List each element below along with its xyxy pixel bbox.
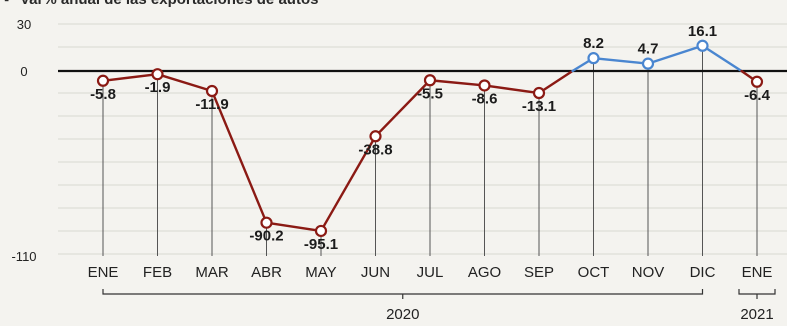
- chart-title-group: ▪ Var% anual de las exportaciones de aut…: [4, 0, 318, 8]
- chart-title: Var% anual de las exportaciones de autos: [20, 0, 318, 8]
- data-label: -11.9: [195, 96, 228, 113]
- data-point: [314, 224, 328, 238]
- data-point: [205, 84, 219, 98]
- x-axis-ticks: ENE FEB MAR ABR MAY JUN JUL AGO SEP OCT NOV DIC ENE: [88, 264, 773, 281]
- x-tick-label: JUL: [417, 264, 444, 281]
- data-point: [532, 86, 546, 100]
- x-tick-label: ENE: [742, 264, 773, 281]
- data-point: [696, 39, 709, 52]
- x-tick-label: ENE: [88, 264, 119, 281]
- line-segment: [210, 89, 268, 224]
- line-segment: [701, 44, 743, 73]
- year-bracket: [102, 289, 704, 295]
- line-segment: [646, 44, 704, 65]
- data-point: [151, 68, 164, 81]
- x-tick-label: FEB: [143, 264, 172, 281]
- series-points: [96, 39, 764, 238]
- x-tick-label: MAY: [305, 264, 336, 281]
- line-segment: [592, 56, 650, 65]
- chart-title-marker: ▪: [4, 0, 9, 8]
- data-point: [369, 130, 382, 143]
- data-label: -8.6: [472, 90, 498, 107]
- data-point: [587, 52, 600, 65]
- y-tick-label: -110: [11, 249, 36, 264]
- y-axis-ticks: 30 0 -110: [11, 17, 36, 264]
- data-point: [641, 57, 655, 70]
- data-label: -1.9: [145, 79, 171, 96]
- line-segment: [101, 72, 159, 82]
- data-point: [423, 74, 437, 87]
- data-label: -95.1: [304, 236, 338, 253]
- x-tick-label: JUN: [361, 264, 390, 281]
- year-groups: 2020 2021: [102, 289, 776, 323]
- data-label: 16.1: [688, 23, 717, 40]
- data-point: [478, 79, 491, 92]
- x-tick-label: ABR: [251, 264, 282, 281]
- year-label: 2021: [740, 306, 773, 323]
- data-label: -90.2: [249, 228, 283, 245]
- y-tick-label: 30: [17, 17, 31, 32]
- line-segment: [319, 135, 377, 233]
- line-segment: [428, 79, 486, 87]
- data-labels: -5.8 -1.9 -11.9 -90.2 -95.1 -38.8 -5.5 -8.6 -13.…: [90, 23, 771, 253]
- x-tick-label: DIC: [690, 264, 716, 281]
- data-label: -38.8: [358, 141, 392, 158]
- data-point: [260, 216, 273, 229]
- data-label: -13.1: [522, 98, 556, 115]
- data-label: -5.5: [417, 85, 443, 102]
- y-tick-label: 0: [20, 64, 27, 79]
- category-guides: [102, 45, 758, 256]
- data-point: [750, 75, 764, 88]
- data-label: 4.7: [638, 41, 659, 58]
- x-tick-label: MAR: [195, 264, 229, 281]
- x-tick-label: AGO: [468, 264, 501, 281]
- data-label: -6.4: [744, 87, 771, 104]
- data-point: [96, 74, 110, 87]
- line-segment: [537, 69, 574, 95]
- data-label: -5.8: [90, 86, 116, 103]
- x-tick-label: SEP: [524, 264, 554, 281]
- line-segment: [156, 72, 214, 93]
- line-segment: [265, 221, 323, 233]
- line-segment: [374, 79, 432, 138]
- x-tick-label: OCT: [578, 264, 610, 281]
- grid: [58, 23, 787, 255]
- data-label: 8.2: [583, 35, 604, 52]
- x-tick-label: NOV: [632, 264, 665, 281]
- year-bracket: [738, 289, 776, 295]
- line-segment: [483, 84, 541, 95]
- year-label: 2020: [386, 306, 419, 323]
